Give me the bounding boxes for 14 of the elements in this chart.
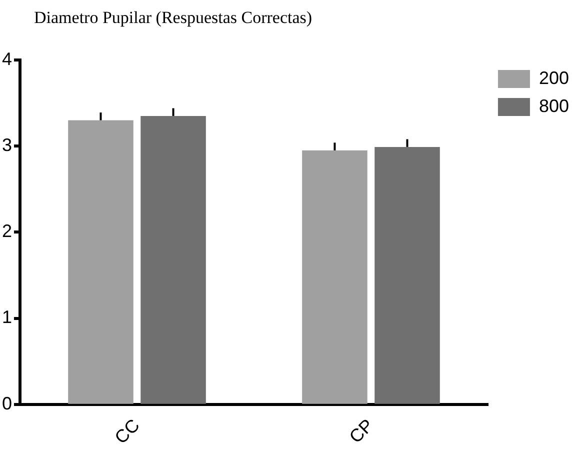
y-tick-label: 0 [2, 393, 12, 414]
bar [68, 120, 134, 404]
x-tick-label: CP [345, 415, 378, 448]
legend-label: 800 [538, 96, 570, 116]
y-tick-label: 4 [2, 48, 12, 69]
y-tick-label: 1 [2, 307, 12, 328]
y-tick-label: 3 [2, 135, 12, 156]
legend-label: 200 [538, 68, 570, 88]
bar [374, 146, 440, 404]
bar [302, 150, 368, 404]
y-tick-label: 2 [2, 221, 12, 242]
x-tick-label: CC [110, 415, 144, 448]
bar [140, 116, 206, 404]
chart-title: Diametro Pupilar (Respuestas Correctas) [34, 8, 312, 28]
